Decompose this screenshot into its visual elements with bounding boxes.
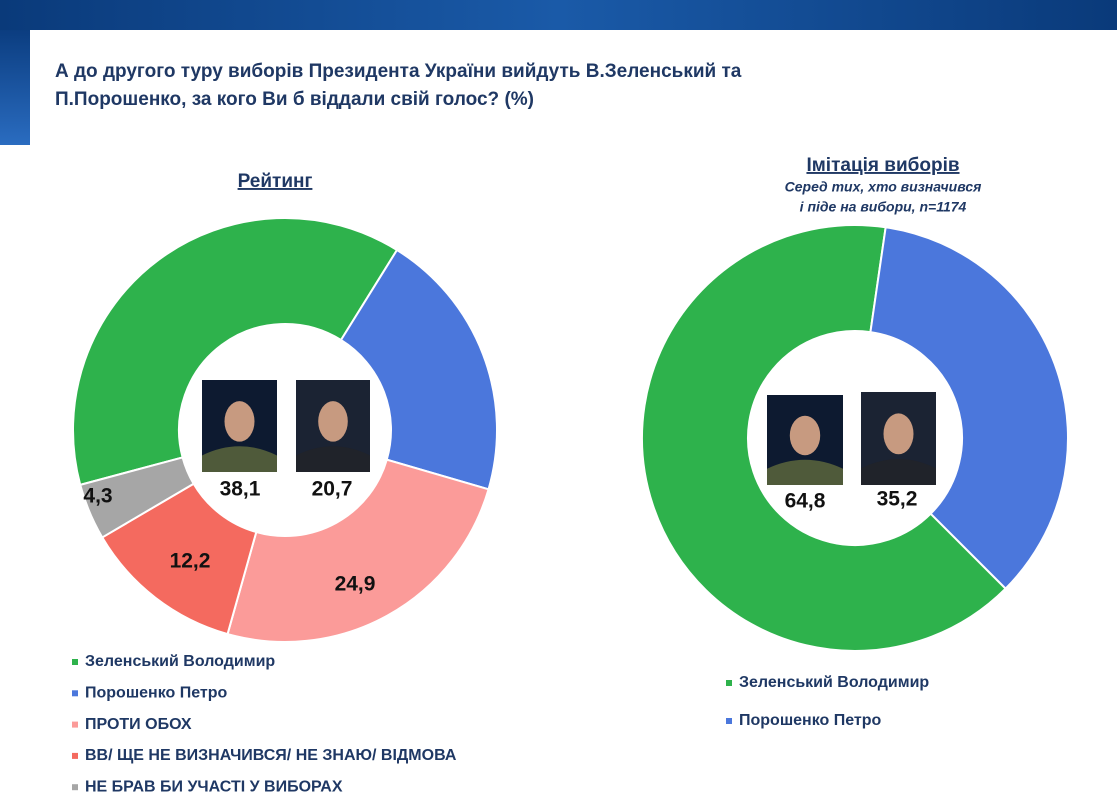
photo-face [883, 413, 914, 455]
data-label: 64,8 [785, 490, 826, 513]
photo-face [789, 415, 821, 456]
photo-face [318, 401, 348, 442]
top-bar [0, 0, 1117, 30]
data-label: 4,3 [83, 485, 112, 508]
photo-face [224, 401, 255, 442]
legend-swatch [726, 718, 732, 724]
donut-segment [869, 226, 1069, 591]
legend-swatch [726, 680, 732, 686]
data-label: 35,2 [877, 488, 918, 511]
data-label: 20,7 [312, 478, 353, 501]
chart-subtitle: Серед тих, хто визначився [785, 179, 982, 195]
side-bar [0, 30, 30, 145]
photo-body [296, 446, 370, 472]
legend-label: ПРОТИ ОБОХ [85, 716, 192, 733]
page-title: П.Порошенко, за кого Ви б віддали свій г… [55, 89, 534, 110]
page-title: А до другого туру виборів Президента Укр… [55, 61, 742, 82]
legend-label: Зеленський Володимир [85, 653, 275, 670]
chart-subtitle: і піде на вибори, n=1174 [800, 199, 967, 215]
legend-swatch [72, 784, 78, 791]
chart-title: Імітація виборів [806, 155, 959, 176]
donut-segment [641, 224, 1008, 652]
donut-segment [78, 456, 195, 539]
candidate-photo [202, 380, 277, 472]
photo-body [767, 459, 843, 485]
legend-swatch [72, 752, 78, 759]
legend-swatch [72, 659, 78, 665]
data-label: 38,1 [220, 478, 261, 501]
legend-label: Зеленський Володимир [739, 674, 929, 691]
donut-segment [72, 217, 399, 487]
data-label: 12,2 [170, 550, 211, 573]
candidate-photo [861, 392, 936, 485]
legend-label: ВВ/ ЩЕ НЕ ВИЗНАЧИВСЯ/ НЕ ЗНАЮ/ ВІДМОВА [85, 747, 457, 764]
donut-segment [226, 458, 490, 643]
legend-label: Порошенко Петро [739, 712, 882, 729]
candidate-photo [767, 395, 843, 485]
data-label: 24,9 [335, 573, 376, 596]
donut-segment [339, 248, 498, 491]
legend-label: НЕ БРАВ БИ УЧАСТІ У ВИБОРАХ [85, 778, 343, 795]
photo-body [861, 458, 936, 485]
photo-body [202, 446, 277, 472]
candidate-photo [296, 380, 370, 472]
legend-label: Порошенко Петро [85, 685, 228, 702]
chart-title: Рейтинг [238, 171, 313, 192]
legend-swatch [72, 690, 78, 697]
legend-swatch [72, 721, 78, 728]
